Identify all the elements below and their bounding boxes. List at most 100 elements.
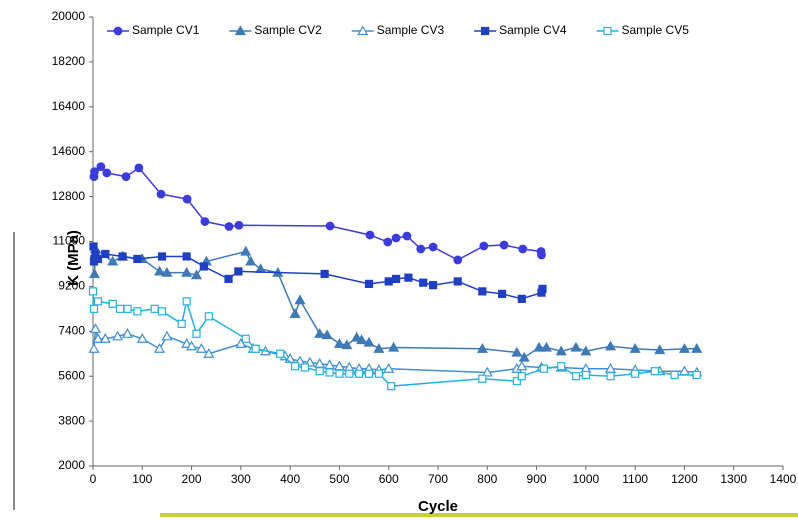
marker <box>89 304 99 313</box>
marker <box>123 304 132 313</box>
marker <box>383 237 393 247</box>
marker <box>154 265 166 276</box>
legend-text: Sample CV5 <box>622 23 690 37</box>
legend-text: Sample CV3 <box>377 23 445 37</box>
marker <box>603 26 612 36</box>
marker <box>186 340 198 351</box>
marker <box>518 244 528 254</box>
marker <box>235 338 247 348</box>
marker <box>161 266 173 277</box>
marker <box>107 255 119 266</box>
marker <box>629 343 641 353</box>
marker <box>388 341 400 352</box>
marker <box>182 297 191 306</box>
legend-text: Sample CV2 <box>254 23 322 37</box>
marker <box>300 363 310 372</box>
marker <box>99 333 111 343</box>
x-tick-label: 1000 <box>573 472 600 486</box>
marker <box>517 294 526 303</box>
marker <box>161 330 173 341</box>
marker <box>383 362 395 373</box>
marker <box>581 370 590 380</box>
marker <box>133 307 142 316</box>
marker <box>604 340 617 351</box>
marker <box>150 304 159 313</box>
marker <box>670 370 679 380</box>
marker <box>384 277 393 286</box>
marker <box>118 252 127 261</box>
x-tick-label: 900 <box>527 472 547 486</box>
x-tick-label: 1400 <box>770 472 797 486</box>
marker <box>245 255 257 266</box>
marker <box>321 329 333 340</box>
marker <box>88 268 101 279</box>
marker <box>89 323 101 333</box>
marker <box>428 242 438 252</box>
marker <box>325 368 334 377</box>
marker <box>691 343 703 353</box>
x-tick-label: 1300 <box>720 472 747 486</box>
marker <box>224 222 234 231</box>
marker <box>121 172 131 182</box>
marker <box>195 343 207 353</box>
marker <box>224 274 233 284</box>
marker <box>89 242 98 251</box>
marker <box>199 262 208 271</box>
marker <box>476 343 488 353</box>
marker <box>631 369 640 378</box>
marker <box>478 287 487 296</box>
marker <box>192 329 201 338</box>
marker <box>428 281 438 290</box>
marker <box>356 334 368 345</box>
y-tick-label: 12800 <box>52 189 86 203</box>
x-tick-label: 300 <box>231 472 251 486</box>
marker <box>181 266 193 277</box>
marker <box>93 254 103 264</box>
marker <box>136 333 148 343</box>
marker <box>154 343 166 353</box>
marker <box>650 367 659 376</box>
marker <box>517 372 526 381</box>
marker <box>570 341 582 352</box>
marker <box>479 241 489 251</box>
y-tick-label: 16400 <box>52 99 86 113</box>
marker <box>453 255 463 265</box>
marker <box>88 343 100 353</box>
marker <box>96 162 106 172</box>
x-tick-label: 0 <box>90 472 97 486</box>
legend-text: Sample CV4 <box>499 23 567 37</box>
marker <box>416 244 426 254</box>
marker <box>537 250 546 260</box>
marker <box>391 233 401 243</box>
marker <box>204 312 213 321</box>
marker <box>580 345 592 356</box>
marker <box>404 273 413 282</box>
marker <box>320 269 329 279</box>
x-tick-label: 700 <box>428 472 448 486</box>
marker <box>341 339 353 350</box>
marker <box>419 278 428 287</box>
marker <box>108 299 117 308</box>
marker <box>453 277 462 286</box>
marker <box>241 334 250 343</box>
x-axis-title: Cycle <box>418 498 458 515</box>
y-tick-label: 5600 <box>58 368 85 382</box>
x-tick-label: 400 <box>280 472 300 486</box>
marker <box>654 344 666 355</box>
marker <box>156 189 166 199</box>
marker <box>101 249 110 259</box>
marker <box>203 348 215 358</box>
marker <box>314 328 326 338</box>
y-axis-title: K (MPa) <box>65 230 82 286</box>
marker <box>373 343 385 353</box>
marker <box>133 254 142 264</box>
x-tick-label: 1200 <box>671 472 698 486</box>
marker <box>234 267 243 276</box>
marker <box>276 349 285 358</box>
marker <box>402 231 412 241</box>
marker <box>121 328 134 338</box>
y-tick-label: 18200 <box>52 54 86 68</box>
marker <box>90 167 99 177</box>
